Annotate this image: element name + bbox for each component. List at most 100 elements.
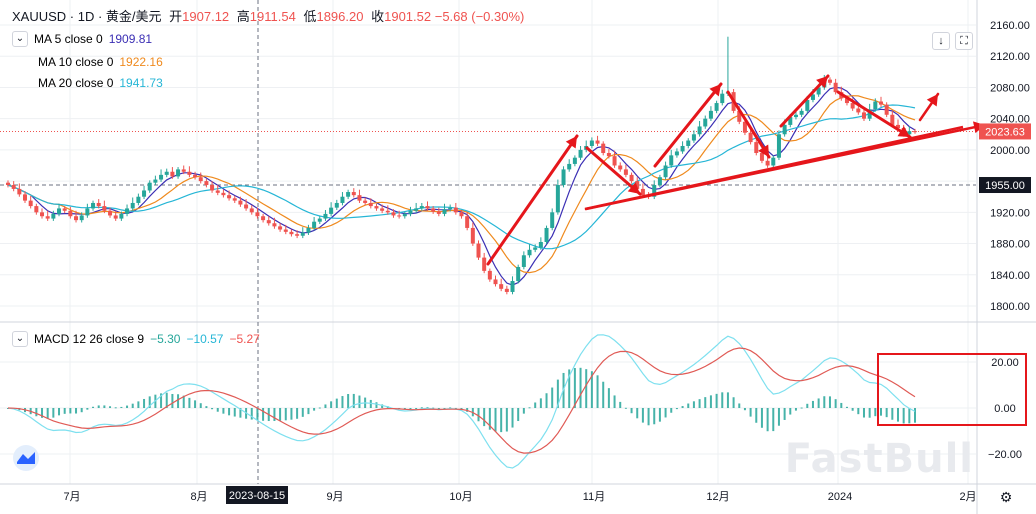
chevron-down-icon[interactable]: ⌄ (12, 331, 28, 347)
macd-histogram-bar (573, 368, 576, 408)
candle-body (482, 257, 487, 271)
candlesticks (6, 36, 917, 295)
macd-histogram-bar (80, 408, 83, 413)
macd-histogram-bar (477, 408, 480, 422)
x-tick-label: 2月 (959, 491, 976, 503)
macd-histogram-bar (845, 406, 848, 408)
candle-body (323, 213, 328, 219)
macd-histogram-bar (284, 408, 287, 421)
macd-histogram-bar (647, 408, 650, 426)
candle-body (652, 185, 657, 197)
macd-histogram-bar (409, 408, 412, 410)
price-axis: 2160.002120.002080.002040.002000.001960.… (13, 20, 1031, 506)
macd-histogram-bar (58, 408, 61, 416)
candle-body (782, 124, 787, 135)
x-tick-label: 10月 (449, 491, 472, 503)
candle-body (844, 98, 849, 104)
macd-histogram-bar (857, 408, 860, 415)
macd-histogram-bar (908, 408, 911, 424)
macd-histogram-bar (86, 408, 89, 410)
crosshair-price-tag: 1955.00 (985, 180, 1025, 192)
candle-body (550, 212, 555, 228)
macd-histogram-bar (171, 393, 174, 408)
macd-histogram-bar (596, 375, 599, 408)
candle-body (669, 155, 674, 166)
close-label: 收 (371, 9, 385, 24)
macd-histogram-bar (75, 408, 78, 414)
macd-histogram-bar (488, 408, 491, 430)
trend-arrows (486, 74, 1027, 426)
logo-mark (17, 452, 35, 464)
macd-histogram-bar (772, 408, 775, 432)
macd-histogram-bar (738, 403, 741, 408)
candle-body (51, 213, 56, 219)
macd-pane (7, 334, 916, 469)
macd-histogram-bar (432, 407, 435, 409)
macd-histogram-bar (165, 392, 168, 408)
macd-histogram-bar (454, 407, 457, 409)
symbol-title: XAUUSD · 1D · 黄金/美元 (12, 9, 162, 24)
candle-body (351, 192, 356, 196)
expand-icon[interactable]: ⛶ (955, 32, 973, 50)
macd-histogram-bar (840, 402, 843, 408)
gear-icon[interactable]: ⚙ (1000, 490, 1013, 506)
macd-histogram-bar (687, 403, 690, 408)
macd-tick-label: −20.00 (988, 449, 1022, 461)
candle-body (153, 179, 158, 183)
macd-histogram-bar (636, 408, 639, 419)
macd-histogram-bar (420, 407, 423, 409)
arrow-up-3-head (816, 76, 828, 89)
candle-body (657, 177, 662, 186)
high-label: 高 (236, 9, 250, 24)
candle-body (425, 206, 430, 209)
macd-histogram-bar (46, 408, 49, 419)
candle-body (397, 215, 402, 217)
chevron-down-icon[interactable]: ⌄ (12, 31, 28, 47)
candle-body (368, 202, 373, 207)
candle-body (300, 232, 305, 236)
candle-body (833, 82, 838, 93)
candle-body (805, 99, 810, 111)
macd-histogram-bar (681, 406, 684, 408)
price-tick-label: 1840.00 (990, 270, 1030, 282)
candle-body (187, 171, 192, 175)
candle-body (448, 207, 453, 210)
candle-body (40, 212, 45, 217)
macd-histogram-bar (823, 396, 826, 408)
candle-body (340, 196, 345, 203)
candle-body (612, 156, 617, 166)
candle-body (136, 196, 141, 203)
candle-body (125, 208, 130, 214)
macd-histogram-bar (199, 403, 202, 408)
macd-histogram-bar (630, 408, 633, 414)
candle-body (278, 226, 283, 230)
arrow-down-2-head (758, 144, 769, 157)
ma-legend-10: MA 10 close 0 1922.16 (38, 55, 163, 69)
macd-histogram-bar (670, 408, 673, 413)
candle-body (748, 132, 753, 143)
arrow-down-3 (836, 90, 912, 139)
candle-body (431, 208, 436, 212)
macd-histogram-bar (103, 405, 106, 408)
candle-body (85, 208, 90, 216)
arrow-up-2 (653, 82, 723, 168)
candle-body (759, 153, 764, 161)
down-arrow-icon[interactable]: ↓ (932, 32, 950, 50)
candle-body (465, 216, 470, 228)
macd-histogram-bar (307, 408, 310, 415)
macd-histogram-bar (341, 396, 344, 408)
candle-body (17, 188, 22, 195)
candle-body (793, 114, 798, 118)
macd-histogram-bar (585, 369, 588, 408)
price-tick-label: 1920.00 (990, 207, 1030, 219)
macd-histogram-bar (766, 408, 769, 432)
macd-histogram-bar (194, 400, 197, 408)
macd-histogram-bar (692, 401, 695, 408)
arrow-down-3-head (897, 126, 910, 137)
candle-body (606, 153, 611, 157)
candle-body (799, 110, 804, 115)
macd-histogram-bar (602, 381, 605, 408)
macd-histogram-bar (279, 408, 282, 421)
